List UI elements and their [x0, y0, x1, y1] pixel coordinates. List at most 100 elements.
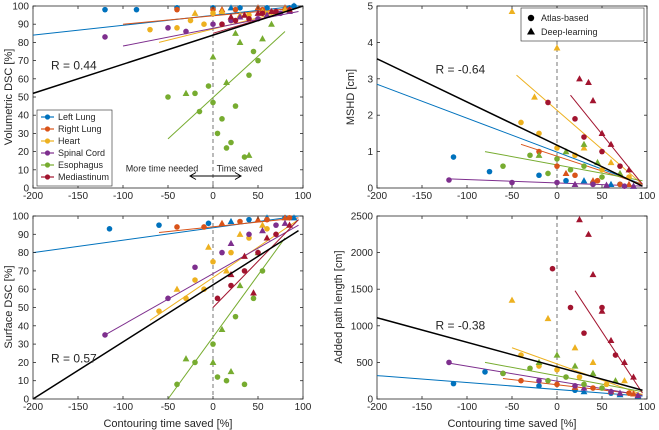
deep-point-left-lung [290, 214, 298, 221]
overall-fit-line [32, 5, 304, 95]
y-tick-label: 0 [23, 395, 29, 406]
fit-line-spinal-cord [104, 224, 299, 336]
y-axis-label: Volumetric DSC [%] [3, 49, 15, 146]
deep-point-right-lung [630, 390, 637, 397]
x-tick-label: 50 [596, 402, 608, 413]
atlas-point-esophagus [581, 163, 587, 169]
legend-label-spinal-cord: Spinal Cord [58, 148, 105, 158]
y-tick-label: 40 [18, 321, 30, 332]
atlas-point-esophagus [563, 374, 569, 380]
y-tick-label: 50 [18, 93, 30, 104]
x-tick-label: -150 [412, 191, 432, 202]
deep-point-heart [589, 358, 597, 365]
legend-entry-right-lung: Right Lung [41, 124, 102, 134]
legend-entry-deep-learning: Deep-learning [527, 27, 598, 37]
atlas-point-esophagus [554, 156, 560, 162]
deep-point-left-lung [580, 388, 588, 395]
deep-point-heart [259, 221, 266, 228]
y-tick-label: 70 [18, 266, 30, 277]
data-marks [376, 216, 643, 399]
atlas-point-esophagus [192, 359, 198, 366]
y-tick-label: 90 [18, 230, 30, 241]
correlation-label: R = 0.57 [51, 351, 97, 365]
x-tick-label: 100 [295, 402, 312, 413]
deep-point-heart [508, 7, 516, 15]
deep-point-mediastinum [598, 129, 606, 136]
atlas-point-spinal-cord [183, 28, 189, 35]
x-tick-label: -200 [367, 191, 387, 202]
legend-entry-spinal-cord: Spinal Cord [41, 148, 105, 158]
atlas-point-left-lung [563, 177, 569, 184]
deep-point-mediastinum [268, 7, 275, 15]
deep-point-mediastinum [576, 216, 583, 223]
atlas-point-right-lung [617, 181, 623, 188]
atlas-point-right-lung [174, 224, 180, 230]
correlation-label: R = 0.44 [51, 59, 97, 73]
deep-point-spinal-cord [263, 11, 271, 18]
deep-point-left-lung [607, 180, 615, 187]
y-tick-label: 50 [18, 303, 30, 314]
deep-point-mediastinum [286, 221, 293, 228]
atlas-point-left-lung [205, 220, 212, 227]
y-tick-label: 3 [367, 74, 373, 85]
fit-line-mediastinum [212, 219, 299, 308]
fit-line-heart [149, 219, 299, 321]
x-tick-label: -50 [505, 402, 520, 413]
atlas-point-right-lung [626, 390, 632, 396]
correlation-label: R = -0.38 [436, 318, 486, 332]
atlas-point-left-lung [482, 369, 488, 375]
atlas-point-esophagus [567, 167, 574, 173]
x-tick-label: 100 [639, 402, 656, 413]
atlas-point-esophagus [599, 385, 605, 391]
legend-entry-esophagus: Esophagus [41, 160, 104, 170]
atlas-point-mediastinum [214, 295, 221, 302]
x-tick-label: -150 [68, 191, 88, 202]
x-tick-label: 100 [295, 191, 312, 202]
y-tick-label: 10 [18, 376, 30, 387]
time-direction-arrow [189, 172, 242, 180]
legend-marker-spinal-cord [44, 150, 51, 156]
deep-point-spinal-cord [580, 384, 588, 391]
y-tick-label: 0 [367, 184, 373, 195]
overall-fit-line [376, 58, 643, 187]
atlas-point-spinal-cord [509, 179, 515, 186]
deep-point-esophagus [245, 151, 253, 158]
atlas-point-esophagus [246, 72, 252, 78]
atlas-point-mediastinum [273, 8, 279, 15]
atlas-point-spinal-cord [621, 183, 628, 189]
legend-entry-left-lung: Left Lung [41, 112, 96, 122]
atlas-point-mediastinum [549, 265, 556, 272]
x-tick-label: -100 [457, 191, 477, 202]
atlas-point-right-lung [536, 148, 542, 155]
deep-point-esophagus [209, 53, 217, 60]
atlas-point-spinal-cord [210, 21, 216, 28]
legend-marker-deep-learning [527, 27, 535, 35]
deep-point-mediastinum [241, 11, 248, 18]
arrow-head-right [234, 172, 242, 180]
deep-point-mediastinum [576, 75, 583, 82]
atlas-point-spinal-cord [572, 383, 578, 389]
y-tick-label: 30 [18, 340, 30, 351]
plot-area-frame [376, 215, 648, 400]
y-tick-label: 1 [367, 147, 373, 158]
atlas-point-spinal-cord [192, 264, 198, 271]
deep-point-mediastinum [263, 234, 271, 241]
y-axis-label: MSHD [cm] [345, 69, 357, 125]
atlas-point-esophagus [210, 99, 216, 106]
y-tick-label: 40 [18, 111, 30, 122]
y-axis-label: Added path length [cm] [333, 250, 345, 363]
deep-point-spinal-cord [630, 182, 637, 189]
deep-point-mediastinum [241, 252, 248, 259]
deep-point-heart [544, 314, 552, 322]
annotation-time-saved: Time saved [217, 164, 263, 174]
atlas-point-mediastinum [228, 282, 234, 289]
atlas-point-heart [599, 167, 605, 173]
atlas-point-esophagus [223, 377, 230, 384]
axis-ticks: -200 -150 -100 -50 0 50 100 0 10 20 30 40 50 60 70 80 90… [12, 2, 311, 203]
atlas-point-spinal-cord [165, 295, 171, 302]
atlas-point-esophagus [581, 381, 587, 388]
y-tick-label: 5 [367, 2, 373, 13]
deep-point-heart [621, 377, 628, 384]
atlas-point-heart [183, 295, 189, 302]
y-tick-label: 4 [367, 38, 373, 49]
